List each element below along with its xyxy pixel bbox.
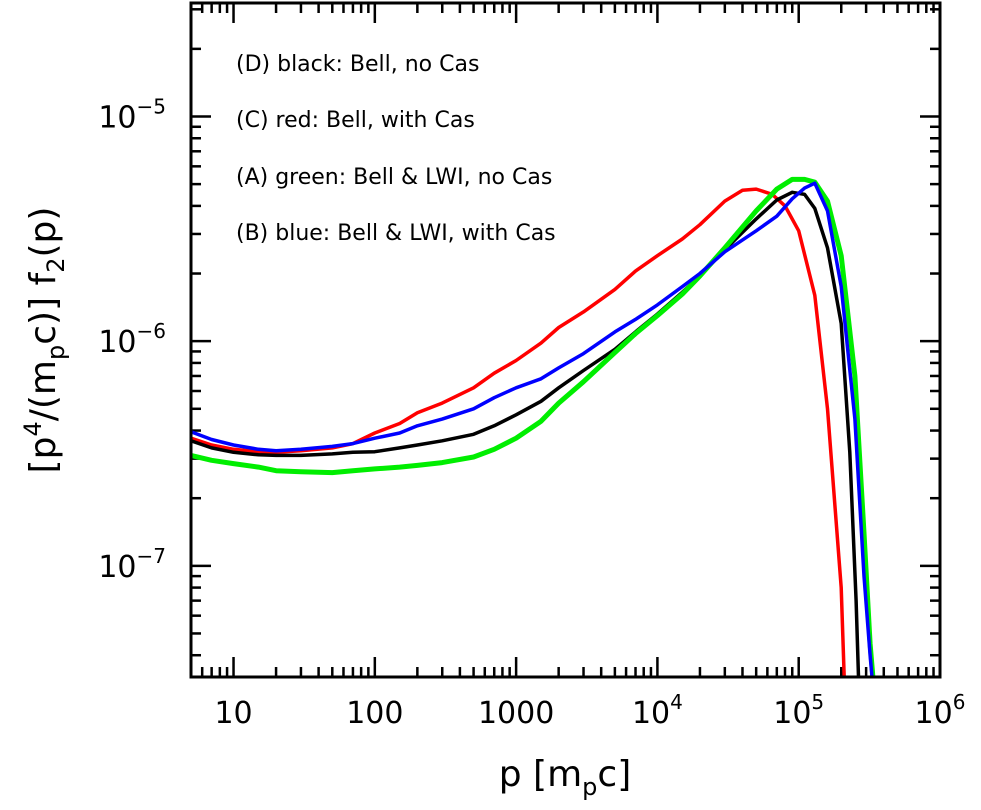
legend-entry-blue: (B) blue: Bell & LWI, with Cas — [236, 221, 556, 246]
x-tick-label: 105 — [773, 690, 824, 731]
x-tick-label: 100 — [346, 696, 403, 731]
y-tick-label: 10−6 — [98, 319, 166, 360]
x-axis-label: p [mpc] — [499, 754, 632, 801]
tick-labels: 10 100 1000 104 105 106 10−7 10−6 10−5 — [98, 94, 965, 731]
y-tick-label: 10−5 — [98, 94, 166, 135]
y-axis-label: [p4/(mpc)] f2(p) — [19, 207, 70, 474]
series-line-green — [191, 176, 876, 677]
series-line-black — [191, 190, 861, 677]
series-line-blue — [191, 181, 874, 677]
x-tick-label: 10 — [214, 696, 252, 731]
x-tick-label: 1000 — [478, 696, 554, 731]
series-line-red — [191, 187, 846, 677]
legend: (D) black: Bell, no Cas (C) red: Bell, w… — [236, 52, 556, 246]
series-lines — [191, 176, 876, 677]
axis-ticks — [189, 3, 942, 677]
x-tick-label: 104 — [632, 690, 683, 731]
legend-entry-black: (D) black: Bell, no Cas — [236, 52, 479, 77]
y-tick-label: 10−7 — [98, 544, 166, 585]
legend-entry-green: (A) green: Bell & LWI, no Cas — [236, 165, 552, 190]
plot-frame — [189, 1, 942, 679]
x-tick-label: 106 — [915, 690, 966, 731]
legend-entry-red: (C) red: Bell, with Cas — [236, 108, 475, 133]
